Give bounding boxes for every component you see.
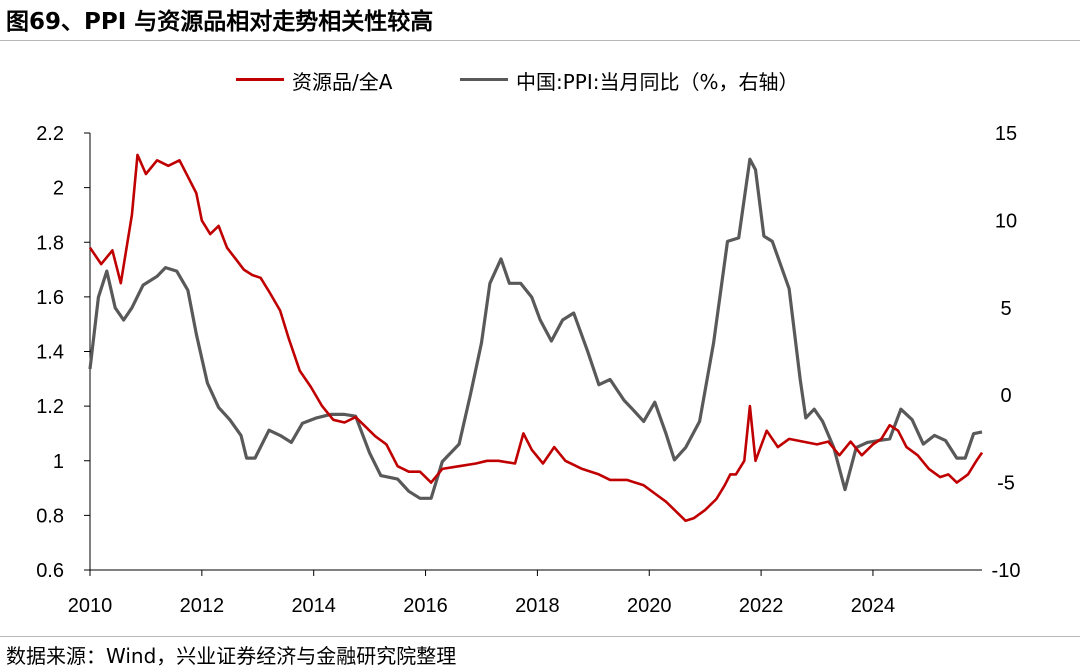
legend-label-series-2: 中国:PPI:当月同比（%，右轴） xyxy=(516,70,799,94)
left-axis-tick-label: 1 xyxy=(53,451,64,473)
right-axis-tick-label: 10 xyxy=(995,210,1017,232)
legend-swatch-series-2 xyxy=(460,78,508,81)
left-axis-tick-label: 2 xyxy=(53,178,64,200)
source-note: 数据来源：Wind，兴业证券经济与金融研究院整理 xyxy=(6,644,457,668)
x-axis-tick-label: 2024 xyxy=(851,595,896,617)
left-axis-tick-label: 1.8 xyxy=(36,232,64,254)
left-axis-tick-label: 1.2 xyxy=(36,396,64,418)
x-axis-tick-label: 2016 xyxy=(403,595,448,617)
x-axis-tick-label: 2018 xyxy=(515,595,560,617)
legend-label-series-1: 资源品/全A xyxy=(292,70,393,94)
x-axis-tick-label: 2014 xyxy=(291,595,336,617)
chart-plot: 0.6 0.8 1 1.2 1.4 1.6 1.8 2 2.2 -10 -5 0 5 10 15 2010 20… xyxy=(36,123,1021,617)
x-axis-tick-label: 2020 xyxy=(627,595,672,617)
series-line-ppi xyxy=(88,157,983,500)
right-axis-tick-label: 15 xyxy=(995,123,1017,145)
left-axis-tick-label: 2.2 xyxy=(36,123,64,145)
x-axis-tick-label: 2022 xyxy=(739,595,784,617)
left-axis-tick-label: 0.8 xyxy=(36,505,64,527)
source-divider xyxy=(0,636,1080,637)
chart-title: 图69、PPI 与资源品相对走势相关性较高 xyxy=(6,9,434,35)
left-axis-tick-label: 0.6 xyxy=(36,560,64,582)
legend-swatch-series-1 xyxy=(236,78,284,81)
left-axis-tick-label: 1.4 xyxy=(36,342,64,364)
title-divider xyxy=(0,40,1080,41)
right-axis-tick-label: -10 xyxy=(992,560,1021,582)
right-axis-tick-label: -5 xyxy=(997,473,1015,495)
right-axis-tick-label: 5 xyxy=(1000,298,1011,320)
x-axis-tick-label: 2010 xyxy=(68,595,113,617)
left-axis-tick-label: 1.6 xyxy=(36,287,64,309)
series-line-resources-ratio xyxy=(88,153,984,523)
x-axis-tick-label: 2012 xyxy=(180,595,225,617)
legend: 资源品/全A 中国:PPI:当月同比（%，右轴） xyxy=(0,63,1080,97)
right-axis-tick-label: 0 xyxy=(1000,385,1011,407)
